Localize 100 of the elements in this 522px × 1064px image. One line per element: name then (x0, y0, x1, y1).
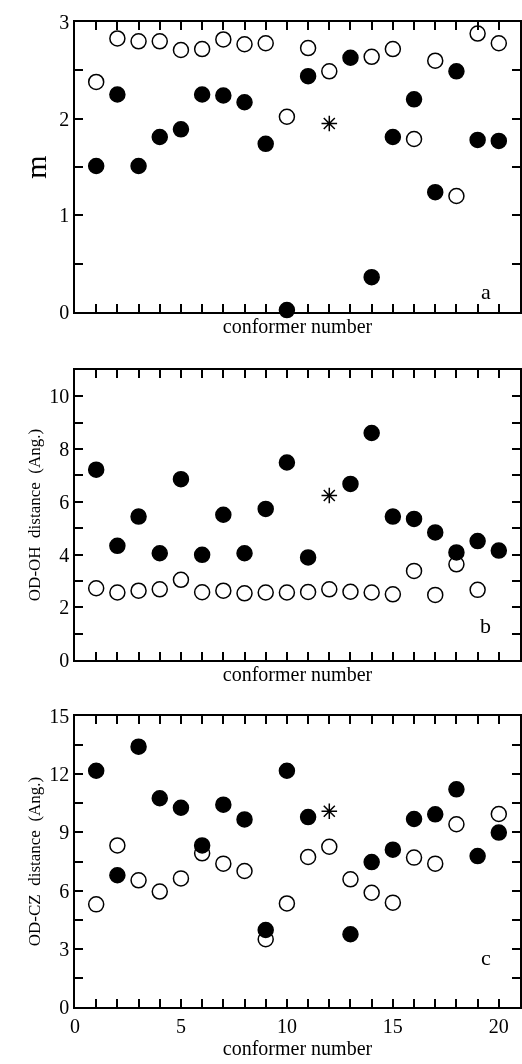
point (215, 796, 232, 813)
annotation: a (481, 279, 491, 304)
point (193, 584, 211, 601)
point (427, 524, 444, 541)
point (321, 581, 338, 598)
point (236, 93, 253, 111)
y-tick-label: 0 (59, 301, 70, 323)
point (321, 63, 338, 80)
x-axis-title: conformer number (222, 1036, 373, 1059)
point (490, 132, 508, 150)
point (172, 470, 190, 488)
point (448, 781, 465, 798)
point (363, 268, 380, 286)
annotation: b (480, 613, 491, 638)
point (427, 855, 444, 872)
point (384, 128, 402, 146)
point (215, 31, 232, 48)
point (320, 802, 338, 820)
point (87, 73, 105, 91)
point (363, 584, 380, 601)
point (130, 582, 147, 599)
point (320, 486, 338, 505)
y-axis-title: OD-OH distance (Ang.) (25, 428, 45, 602)
point (172, 799, 190, 816)
point (109, 537, 126, 555)
point (151, 883, 169, 900)
point (342, 49, 359, 67)
point (87, 896, 105, 913)
point (490, 824, 508, 841)
point (469, 581, 486, 599)
point (236, 544, 253, 562)
point (172, 571, 190, 589)
point (236, 862, 253, 880)
x-tick-label: 20 (488, 1014, 509, 1037)
point (278, 895, 296, 912)
point (469, 532, 486, 550)
point (342, 871, 359, 888)
point (427, 183, 444, 201)
point (427, 586, 444, 604)
point (427, 806, 444, 823)
point (257, 500, 274, 518)
point (130, 872, 147, 889)
point (193, 86, 211, 103)
point (299, 67, 317, 85)
point (490, 805, 508, 823)
y-tick-label: 6 (59, 879, 70, 902)
point (405, 510, 423, 528)
point (151, 581, 169, 598)
y-tick-label: 8 (59, 438, 70, 461)
x-tick-label: 10 (276, 1014, 297, 1037)
y-tick-label: 3 (59, 937, 70, 960)
point (405, 562, 423, 580)
point (490, 35, 508, 52)
point (469, 847, 486, 865)
point (299, 848, 317, 866)
point (236, 35, 253, 53)
point (278, 108, 296, 125)
point (109, 837, 126, 854)
point (448, 544, 465, 561)
x-tick-label: 5 (175, 1014, 186, 1037)
point (87, 580, 105, 597)
point (363, 853, 380, 871)
point (278, 762, 296, 779)
point (130, 738, 147, 755)
point (405, 849, 423, 866)
point (109, 86, 126, 103)
point (278, 584, 296, 601)
point (384, 841, 402, 858)
y-tick-label: 10 (49, 385, 70, 408)
point (405, 810, 423, 828)
point (490, 542, 508, 559)
point (151, 790, 169, 807)
point (299, 549, 317, 566)
point (87, 762, 105, 779)
y-tick-label: 4 (59, 543, 70, 566)
point (193, 546, 211, 564)
point (278, 454, 296, 471)
point (384, 508, 402, 525)
point (109, 584, 126, 601)
point (151, 544, 169, 562)
y-tick-label: 2 (59, 107, 70, 130)
y-tick-label: 12 (49, 763, 70, 786)
point (384, 894, 402, 911)
point (342, 926, 359, 943)
y-axis-title: OD-CZ distance (Ang.) (25, 776, 45, 947)
point (299, 39, 317, 57)
point (257, 135, 274, 153)
point (427, 52, 444, 69)
point (448, 816, 465, 833)
point (130, 508, 147, 525)
point (448, 556, 465, 573)
annotation: c (481, 945, 491, 970)
point (172, 41, 190, 59)
y-tick-label: 0 (59, 996, 70, 1018)
point (384, 40, 402, 58)
point (257, 35, 274, 52)
y-tick-label: 2 (59, 596, 70, 619)
point (299, 583, 317, 601)
point (151, 33, 169, 50)
point (151, 128, 169, 146)
